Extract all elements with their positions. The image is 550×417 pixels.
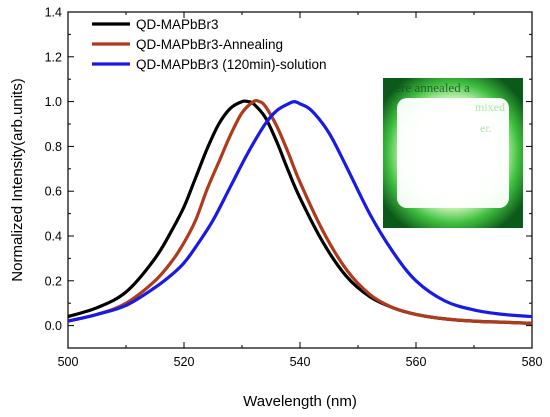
y-tick-label: 1.4 bbox=[45, 6, 62, 20]
y-tick-label: 0.4 bbox=[45, 230, 62, 244]
x-tick-label: 520 bbox=[174, 355, 195, 369]
y-axis: 0.0 0.2 0.4 0.6 0.8 1.0 1.2 1.4 bbox=[45, 6, 532, 333]
y-tick-label: 1.0 bbox=[45, 95, 62, 109]
x-tick-label: 580 bbox=[522, 355, 543, 369]
x-axis: 500 520 540 560 580 bbox=[58, 12, 543, 369]
y-tick-label: 1.2 bbox=[45, 50, 62, 64]
legend: QD-MAPbBr3 QD-MAPbBr3-Annealing QD-MAPbBr3… bbox=[92, 17, 327, 72]
y-tick-label: 0.8 bbox=[45, 140, 62, 154]
y-tick-label: 0.6 bbox=[45, 185, 62, 199]
inset-text-line3: er. bbox=[480, 121, 492, 135]
inset-photo: were annealed a mixed er. bbox=[383, 78, 523, 228]
legend-label-2: QD-MAPbBr3-Annealing bbox=[136, 37, 283, 52]
x-tick-label: 540 bbox=[290, 355, 311, 369]
y-tick-label: 0.0 bbox=[45, 319, 62, 333]
x-tick-label: 500 bbox=[58, 355, 79, 369]
x-axis-title: Wavelength (nm) bbox=[243, 393, 357, 410]
inset-text-line1: were annealed a bbox=[386, 80, 470, 95]
y-tick-label: 0.2 bbox=[45, 274, 62, 288]
legend-label-1: QD-MAPbBr3 bbox=[136, 17, 219, 32]
series-line-2 bbox=[68, 98, 532, 325]
inset-text-line2: mixed bbox=[475, 100, 505, 114]
series-line-3 bbox=[68, 100, 532, 323]
legend-label-3: QD-MAPbBr3 (120min)-solution bbox=[136, 57, 327, 72]
y-axis-title: Normalized Intensity(arb.units) bbox=[9, 78, 26, 281]
series-group bbox=[68, 98, 532, 325]
x-tick-label: 560 bbox=[406, 355, 427, 369]
